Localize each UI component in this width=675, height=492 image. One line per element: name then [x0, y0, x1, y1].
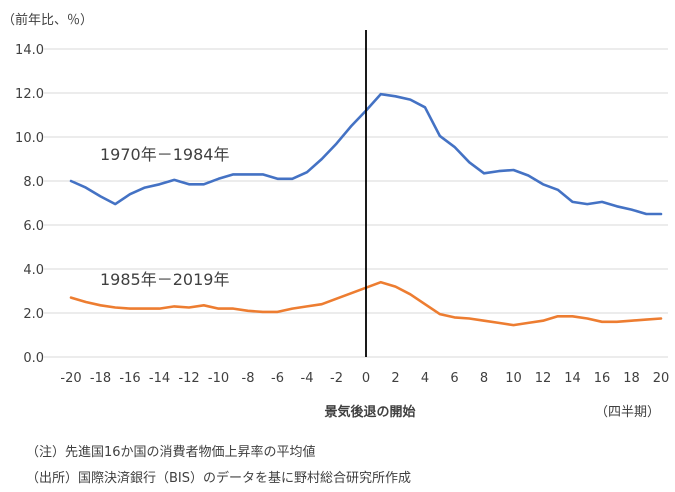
series-label-1970-1984: 1970年－1984年: [100, 145, 229, 164]
x-tick-label: -12: [178, 371, 199, 386]
x-axis-ticks: -20 -18 -16 -14 -12 -10 -8 -6 -4 -2 0 2 4 6 8 10 12 14 16 1…: [60, 371, 669, 386]
x-tick-label: -16: [119, 371, 140, 386]
series-label-1985-2019: 1985年－2019年: [100, 270, 229, 289]
x-tick-label: -4: [301, 371, 314, 386]
y-tick-label: 12.0: [15, 87, 44, 102]
x-tick-label: 20: [653, 371, 670, 386]
x-tick-label: -20: [60, 371, 81, 386]
y-tick-label: 8.0: [23, 175, 44, 190]
x-tick-label: 8: [480, 371, 488, 386]
x-tick-label: 16: [594, 371, 611, 386]
y-tick-label: 0.0: [23, 351, 44, 366]
x-tick-label: -10: [208, 371, 229, 386]
gridlines: [44, 48, 668, 358]
x-tick-label: 0: [362, 371, 370, 386]
x-tick-label: -2: [330, 371, 343, 386]
x-axis-label: 景気後退の開始: [324, 404, 415, 420]
x-tick-label: 4: [421, 371, 429, 386]
source-line: （出所）国際決済銀行（BIS）のデータを基に野村総合研究所作成: [26, 471, 412, 486]
y-tick-label: 14.0: [15, 43, 44, 58]
y-tick-label: 4.0: [23, 263, 44, 278]
x-tick-label: 10: [505, 371, 522, 386]
x-tick-label: -18: [90, 371, 111, 386]
note-line: （注）先進国16か国の消費者物価上昇率の平均値: [26, 445, 316, 460]
x-tick-label: 2: [391, 371, 399, 386]
x-tick-label: -6: [271, 371, 284, 386]
y-tick-label: 10.0: [15, 131, 44, 146]
x-unit-label: （四半期）: [595, 405, 660, 420]
x-tick-label: 18: [623, 371, 640, 386]
x-tick-label: -8: [242, 371, 255, 386]
notes: （注）先進国16か国の消費者物価上昇率の平均値 （出所）国際決済銀行（BIS）の…: [26, 440, 411, 492]
y-unit-label: （前年比、％）: [2, 12, 93, 28]
x-tick-label: 14: [564, 371, 581, 386]
y-axis-ticks: 0.0 2.0 4.0 6.0 8.0 10.0 12.0 14.0: [15, 43, 44, 366]
x-tick-label: 12: [535, 371, 552, 386]
y-tick-label: 2.0: [23, 307, 44, 322]
x-tick-label: -14: [149, 371, 170, 386]
y-tick-label: 6.0: [23, 219, 44, 234]
x-tick-label: 6: [450, 371, 458, 386]
